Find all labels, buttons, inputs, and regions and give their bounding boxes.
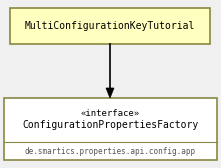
Text: MultiConfigurationKeyTutorial: MultiConfigurationKeyTutorial xyxy=(25,21,195,31)
Bar xyxy=(10,8,210,44)
Polygon shape xyxy=(106,88,114,98)
Text: ConfigurationPropertiesFactory: ConfigurationPropertiesFactory xyxy=(22,120,199,130)
Text: «interface»: «interface» xyxy=(81,109,140,117)
Bar xyxy=(4,98,217,160)
Text: de.smartics.properties.api.config.app: de.smartics.properties.api.config.app xyxy=(25,146,196,156)
